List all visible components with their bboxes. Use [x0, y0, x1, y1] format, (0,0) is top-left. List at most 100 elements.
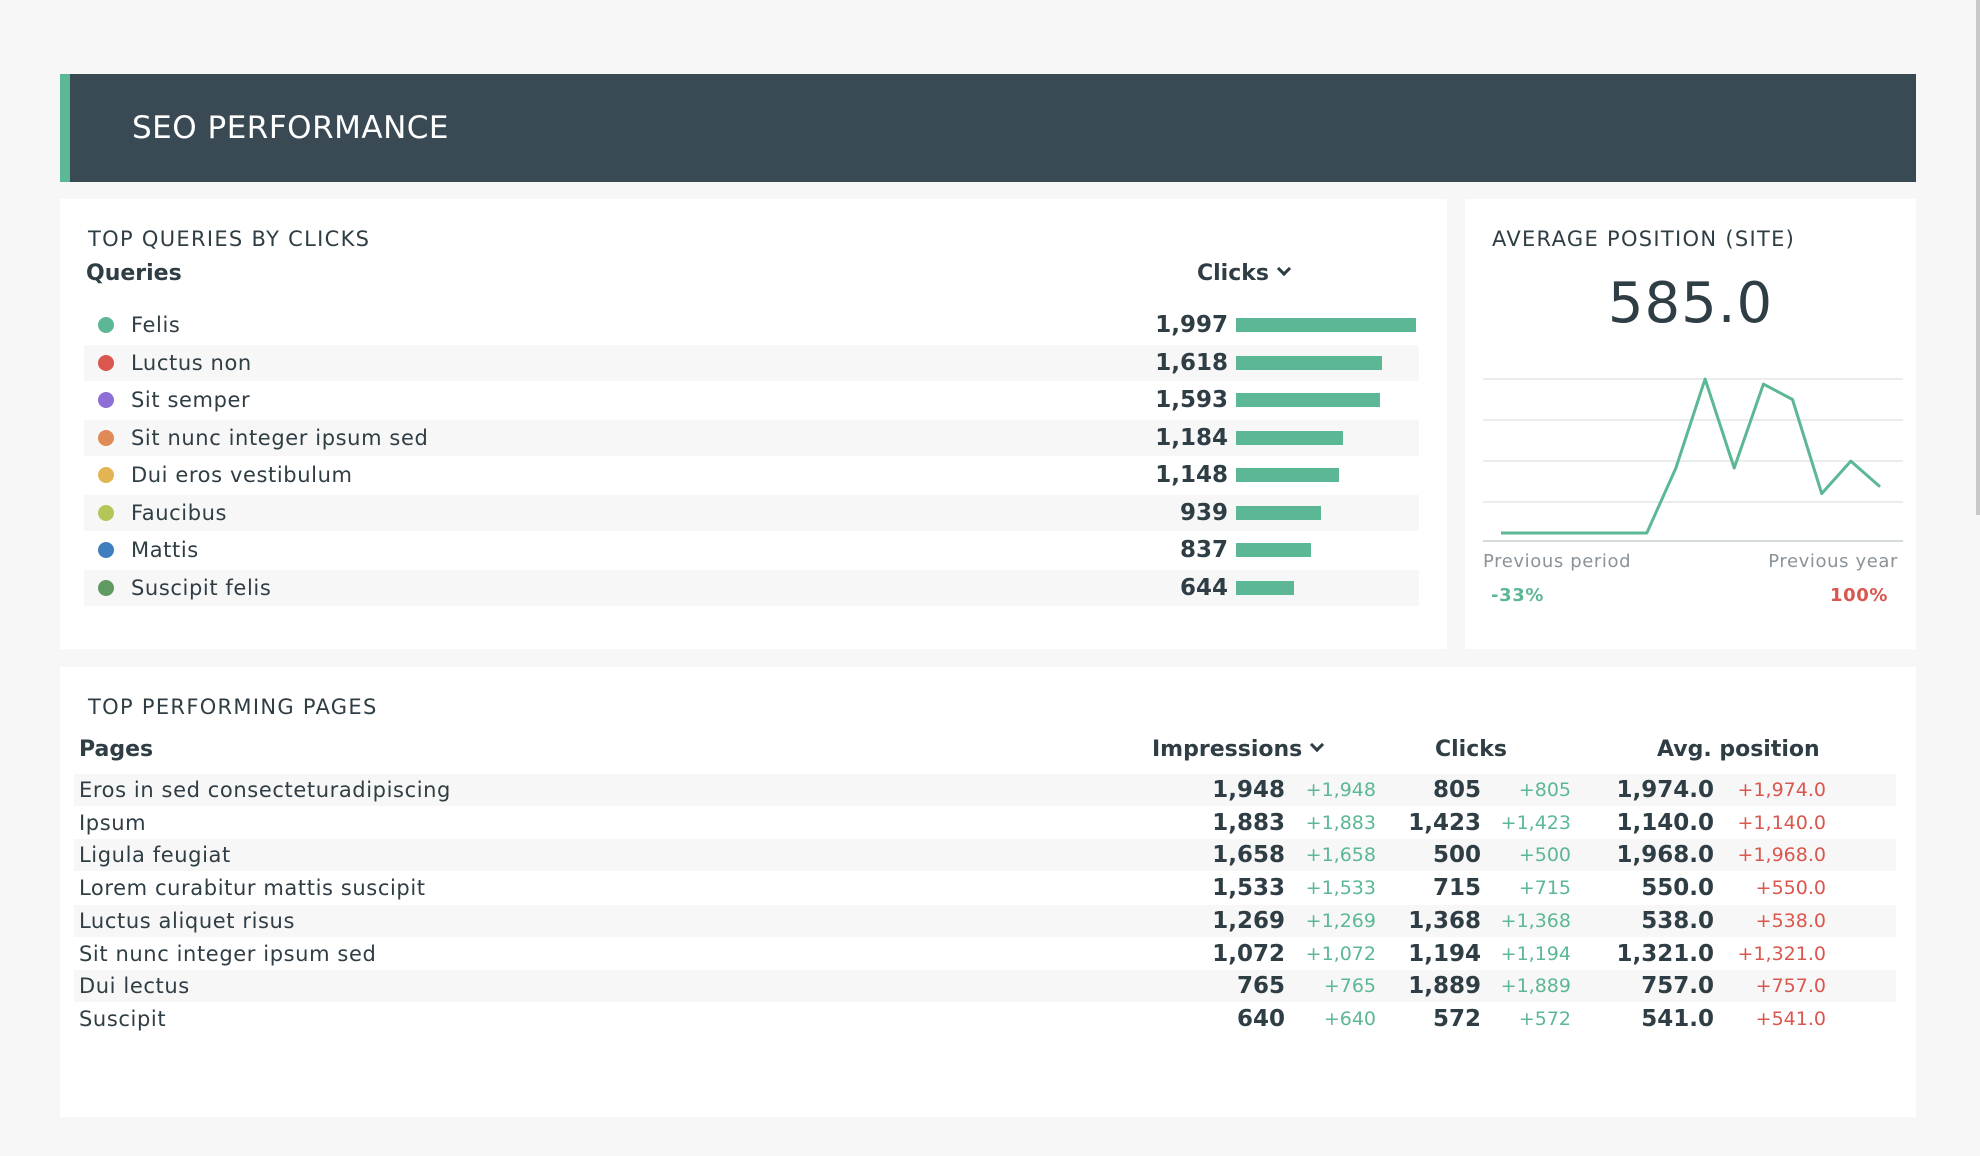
- table-row[interactable]: Eros in sed consecteturadipiscing 1,948 +1…: [74, 774, 1896, 806]
- clicks-value: 572: [1432, 1005, 1481, 1032]
- impressions-delta: +1,072: [1305, 942, 1376, 965]
- series-dot-icon: [98, 579, 114, 596]
- avg-position-value: 550.0: [1641, 875, 1714, 902]
- clicks-delta: +1,368: [1500, 909, 1571, 932]
- page-name: Lorem curabitur mattis suscipit: [79, 876, 426, 901]
- query-row[interactable]: Suscipit felis 644: [84, 569, 1419, 606]
- widget-title: AVERAGE POSITION (SITE): [1492, 227, 1796, 251]
- impressions-value: 1,883: [1212, 809, 1285, 836]
- query-clicks-value: 1,148: [1155, 462, 1228, 488]
- table-row[interactable]: Sit nunc integer ipsum sed 1,072 +1,072 1,1…: [74, 938, 1896, 970]
- query-label: Sit nunc integer ipsum sed: [131, 425, 429, 450]
- page-name: Suscipit: [79, 1006, 167, 1031]
- clicks-delta: +805: [1518, 779, 1571, 801]
- query-row[interactable]: Mattis 837: [84, 532, 1419, 568]
- clicks-delta: +572: [1518, 1007, 1571, 1030]
- query-clicks-bar: [1236, 430, 1343, 445]
- clicks-column-header[interactable]: Clicks: [1435, 737, 1507, 762]
- query-row[interactable]: Faucibus 939: [84, 494, 1419, 531]
- query-clicks-value: 837: [1179, 537, 1228, 563]
- page-title: SEO PERFORMANCE: [132, 110, 449, 146]
- queries-column-header[interactable]: Queries: [86, 261, 182, 286]
- clicks-column-label: Clicks: [1197, 261, 1269, 286]
- series-dot-icon: [98, 392, 114, 408]
- previous-period-label: Previous period: [1483, 551, 1632, 572]
- avg-position-delta: +538.0: [1755, 909, 1826, 932]
- query-clicks-value: 1,997: [1155, 312, 1228, 338]
- page-name: Luctus aliquet risus: [79, 908, 296, 933]
- clicks-value: 1,889: [1408, 973, 1481, 1000]
- avg-position-value: 1,968.0: [1616, 842, 1715, 869]
- page-name: Dui lectus: [79, 974, 190, 999]
- impressions-delta: +1,883: [1305, 811, 1376, 834]
- clicks-column-header[interactable]: Clicks: [1197, 261, 1292, 286]
- query-clicks-value: 1,184: [1155, 424, 1228, 451]
- query-label: Faucibus: [131, 500, 228, 525]
- clicks-delta: +1,194: [1500, 942, 1571, 965]
- series-dot-icon: [98, 467, 114, 483]
- clicks-delta: +1,889: [1500, 975, 1571, 998]
- avg-position-value: 757.0: [1641, 973, 1714, 1000]
- previous-year-label: Previous year: [1768, 551, 1898, 572]
- query-row[interactable]: Felis 1,997: [84, 307, 1419, 343]
- impressions-delta: +1,269: [1305, 909, 1376, 932]
- impressions-column-label: Impressions: [1152, 737, 1303, 762]
- series-dot-icon: [98, 504, 114, 521]
- query-row[interactable]: Luctus non 1,618: [84, 344, 1419, 381]
- impressions-delta: +640: [1323, 1007, 1376, 1030]
- query-label: Dui eros vestibulum: [131, 463, 353, 487]
- query-clicks-value: 1,618: [1155, 349, 1228, 376]
- impressions-value: 765: [1236, 973, 1285, 1000]
- sparkline-series: [1501, 377, 1881, 535]
- page-name: Sit nunc integer ipsum sed: [79, 941, 377, 966]
- page-name: Eros in sed consecteturadipiscing: [79, 778, 451, 802]
- previous-year-change: 100%: [1829, 585, 1888, 606]
- header-accent-bar: [60, 74, 70, 182]
- avg-position-value: 538.0: [1641, 907, 1714, 934]
- avg-position-delta: +541.0: [1755, 1007, 1826, 1030]
- query-clicks-value: 644: [1179, 574, 1228, 601]
- avg-position-value: 1,140.0: [1616, 809, 1715, 836]
- series-dot-icon: [98, 542, 114, 558]
- clicks-value: 1,194: [1408, 940, 1481, 967]
- impressions-value: 1,948: [1212, 777, 1285, 803]
- clicks-value: 805: [1432, 777, 1481, 803]
- dashboard-header: SEO PERFORMANCE: [60, 74, 1916, 182]
- pages-column-header[interactable]: Pages: [79, 737, 154, 762]
- query-clicks-bar: [1236, 393, 1380, 407]
- series-dot-icon: [98, 354, 114, 371]
- query-clicks-bar: [1236, 468, 1339, 482]
- scrollbar[interactable]: [1976, 0, 1980, 515]
- query-row[interactable]: Sit semper 1,593: [84, 382, 1419, 418]
- query-clicks-bar: [1236, 543, 1311, 557]
- avg-position-delta: +550.0: [1755, 877, 1826, 900]
- query-clicks-bar: [1236, 318, 1416, 332]
- chevron-down-icon: [1276, 261, 1292, 277]
- clicks-value: 1,423: [1408, 809, 1481, 836]
- query-label: Luctus non: [131, 350, 252, 375]
- table-row[interactable]: Ligula feugiat 1,658 +1,658 500 +500 1,968.0 +…: [74, 839, 1896, 872]
- table-row[interactable]: Lorem curabitur mattis suscipit 1,533 +1,5…: [74, 872, 1896, 904]
- impressions-delta: +1,533: [1305, 877, 1376, 900]
- clicks-value: 1,368: [1408, 907, 1481, 934]
- query-row[interactable]: Sit nunc integer ipsum sed 1,184: [84, 419, 1419, 456]
- clicks-delta: +1,423: [1500, 811, 1571, 834]
- query-row[interactable]: Dui eros vestibulum 1,148: [84, 457, 1419, 493]
- top-pages-widget: TOP PERFORMING PAGES Pages Impressions C…: [60, 667, 1916, 1117]
- table-row[interactable]: Luctus aliquet risus 1,269 +1,269 1,368 +1,3…: [74, 904, 1896, 937]
- avg-position-delta: +1,968.0: [1737, 844, 1826, 867]
- table-row[interactable]: Dui lectus 765 +765 1,889 +1,889 757.0 +757.0: [74, 970, 1896, 1003]
- query-clicks-bar: [1236, 580, 1294, 595]
- avg-position-value: 1,321.0: [1616, 940, 1715, 967]
- impressions-value: 1,533: [1212, 875, 1285, 902]
- page-name: Ipsum: [79, 810, 147, 835]
- impressions-value: 1,072: [1212, 940, 1285, 967]
- query-clicks-bar: [1236, 505, 1321, 520]
- previous-period-change: -33%: [1491, 585, 1544, 606]
- table-row[interactable]: Suscipit 640 +640 572 +572 541.0 +541.0: [74, 1003, 1896, 1035]
- query-clicks-bar: [1236, 355, 1382, 370]
- clicks-value: 500: [1432, 842, 1481, 869]
- avg-position-column-header[interactable]: Avg. position: [1657, 737, 1820, 762]
- impressions-column-header[interactable]: Impressions: [1152, 737, 1325, 762]
- table-row[interactable]: Ipsum 1,883 +1,883 1,423 +1,423 1,140.0 +1,140…: [74, 807, 1896, 839]
